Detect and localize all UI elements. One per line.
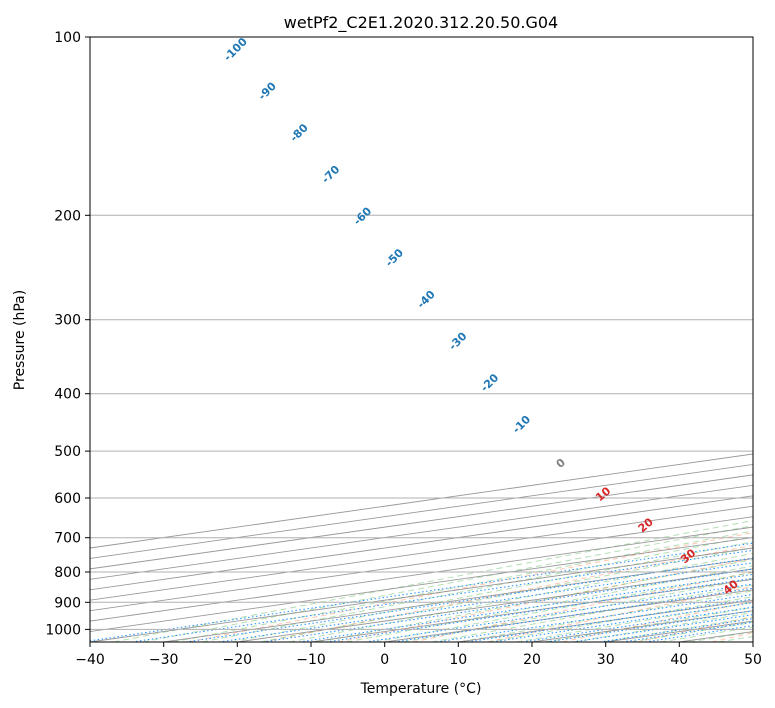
x-tick-label: −20 [223, 652, 253, 668]
x-tick-label: −40 [75, 652, 105, 668]
isotherm-label: -90 [256, 79, 279, 102]
isotherm-label: -50 [383, 246, 406, 269]
dry-adiabat [338, 557, 753, 642]
mixing-ratio-line [436, 593, 753, 642]
mixing-ratio-line [262, 568, 753, 642]
y-tick-label: 300 [54, 313, 81, 329]
isotherm-label: -70 [319, 163, 342, 186]
isotherm [90, 526, 753, 622]
moist-adiabat [459, 590, 753, 642]
mixing-ratio-line [522, 606, 753, 642]
moist-adiabat [172, 530, 753, 642]
x-tick-label: 40 [670, 652, 688, 668]
x-axis-label: Temperature (°C) [360, 681, 482, 697]
isotherm [90, 495, 753, 591]
isotherm-label: -40 [415, 288, 438, 311]
moist-adiabat [403, 578, 753, 642]
isotherm-label: -30 [446, 329, 469, 352]
moist-adiabat-label: 30 [678, 546, 698, 566]
mixing-ratio-line [185, 557, 753, 642]
dry-adiabat [711, 632, 753, 642]
x-tick-label: 30 [597, 652, 615, 668]
isotherm-label: -10 [510, 413, 533, 436]
moist-adiabat [374, 571, 753, 642]
x-tick-label: 20 [523, 652, 541, 668]
chart-title: wetPf2_C2E1.2020.312.20.50.G04 [284, 13, 558, 33]
moist-adiabat [143, 525, 753, 642]
isotherm [90, 537, 753, 633]
y-tick-label: 700 [54, 531, 81, 547]
isotherm [90, 484, 753, 580]
moist-adiabat [544, 606, 753, 642]
x-tick-label: 0 [380, 652, 389, 668]
y-tick-label: 800 [54, 565, 81, 581]
moist-adiabat-label: 10 [593, 484, 613, 504]
mixing-ratio-line [492, 602, 753, 642]
y-axis-label: Pressure (hPa) [12, 290, 28, 390]
x-tick-label: −30 [149, 652, 179, 668]
mixing-ratio-line [90, 542, 753, 642]
mixing-ratio-line [645, 625, 753, 642]
y-tick-label: 1000 [45, 622, 81, 638]
plot-frame [89, 36, 754, 643]
isotherm-label: -20 [478, 371, 501, 394]
dry-adiabat [562, 600, 753, 642]
dry-adiabat [188, 532, 753, 642]
background-lines [90, 453, 753, 642]
isotherm [752, 641, 753, 642]
mixing-ratio-line [218, 562, 753, 642]
moist-adiabat-label: 20 [636, 515, 656, 535]
isotherm [90, 463, 753, 559]
mixing-ratio-line [299, 573, 753, 642]
x-tick-label: −10 [296, 652, 326, 668]
moist-adiabat-label: 0 [554, 456, 568, 471]
y-tick-label: 900 [54, 595, 81, 611]
dry-adiabat [263, 544, 753, 642]
x-tick-label: 50 [744, 652, 762, 668]
moist-adiabat [231, 541, 753, 642]
isotherm [90, 474, 753, 570]
isotherm [90, 516, 753, 612]
isotherm-label: -60 [351, 204, 374, 227]
isotherm [90, 505, 753, 601]
moist-adiabat [660, 626, 753, 642]
grid [90, 36, 753, 630]
y-tick-label: 100 [54, 30, 81, 46]
moist-adiabat [113, 520, 753, 642]
moist-adiabat [346, 565, 753, 642]
x-tick-label: 10 [449, 652, 467, 668]
isotherm-label: -100 [221, 35, 250, 64]
y-tick-label: 200 [54, 208, 81, 224]
moist-adiabat [260, 546, 753, 642]
dry-adiabat [412, 571, 753, 642]
moist-adiabat [317, 559, 753, 642]
x-axis-ticks: −40 −30 −20 −10 0 10 20 30 40 50 [75, 642, 762, 668]
y-tick-label: 500 [54, 444, 81, 460]
y-tick-label: 400 [54, 387, 81, 403]
isotherm-label: -80 [288, 121, 311, 144]
y-tick-label: 600 [54, 491, 81, 507]
y-axis-ticks: 100 200 300 400 500 600 700 800 900 1000 [45, 30, 90, 638]
isotherm [90, 453, 753, 549]
